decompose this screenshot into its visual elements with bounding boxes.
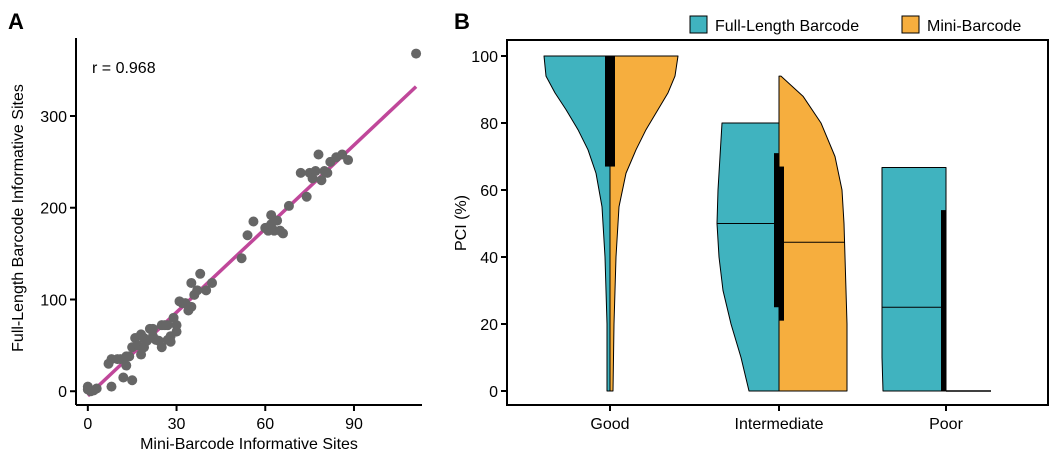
panel-a: A 0 100 200 300 0 30 60 90 r = 0.968 Mini-Barc… [8,9,422,453]
scatter-point [186,301,197,312]
iqr-bar [941,210,946,391]
scatter-point [248,216,259,227]
scatter-point [124,351,135,362]
panel-a-y-label: Full-Length Barcode Informative Sites [10,84,27,352]
x-tick-label: 90 [345,416,363,433]
panel-a-label: A [8,9,24,34]
legend: Full-Length Barcode Mini-Barcode [689,15,1021,35]
y-tick-label: 0 [58,384,67,401]
scatter-point [192,285,203,296]
y-tick-label: 0 [489,384,498,401]
panel-b-y-ticks: 0 20 40 60 80 100 [471,49,507,401]
scatter-point [242,230,253,241]
scatter-point [201,285,212,296]
scatter-point [118,372,129,383]
scatter-point [162,320,173,331]
scatter-point [121,360,132,371]
y-tick-label: 40 [480,250,498,267]
scatter-point [91,383,102,394]
scatter-point [207,277,218,288]
y-tick-label: 100 [40,292,67,309]
scatter-point [127,375,138,386]
scatter-point [147,323,158,334]
iqr-bar [610,56,615,167]
iqr-bar [774,153,779,308]
violin-half [609,55,679,392]
scatter-point [165,336,176,347]
scatter-point [295,167,306,178]
scatter-point [156,342,167,353]
y-tick-label: 60 [480,183,498,200]
scatter-point [310,166,321,177]
panel-b: B 0 20 40 60 80 100 Good Intermediate Poor PCI … [453,9,1049,433]
scatter-point [301,191,312,202]
scatter-point [236,253,247,264]
violin-half [716,122,780,392]
panel-a-x-ticks: 0 30 60 90 [83,405,363,433]
scatter-point [283,200,294,211]
scatter-point [313,149,324,160]
legend-label-full-length: Full-Length Barcode [715,18,859,35]
iqr-bar [605,56,610,167]
scatter-points [82,48,422,397]
x-tick-label: Intermediate [735,416,824,433]
scatter-point [343,155,354,166]
panel-b-frame [506,39,1049,406]
violin-half [881,167,947,392]
scatter-point [106,381,117,392]
scatter-point [278,228,289,239]
panel-b-label: B [454,9,470,34]
y-tick-label: 300 [40,109,67,126]
x-tick-label: Poor [929,416,963,433]
legend-swatch-full-length [689,15,708,34]
scatter-point [186,277,197,288]
scatter-point [411,48,422,59]
y-tick-label: 20 [480,317,498,334]
panel-b-y-label: PCI (%) [453,195,470,251]
y-tick-label: 100 [471,49,498,66]
scatter-point [171,326,182,337]
legend-label-mini: Mini-Barcode [927,18,1021,35]
scatter-point [272,215,283,226]
violin-half [543,55,611,392]
violins [543,55,991,392]
panel-a-y-ticks: 0 100 200 300 [40,109,76,401]
x-tick-label: 0 [83,416,92,433]
x-tick-label: 60 [256,416,274,433]
x-tick-label: 30 [168,416,186,433]
iqr-bar [779,166,784,321]
scatter-point [195,268,206,279]
correlation-annotation: r = 0.968 [92,60,156,77]
violin-half [778,75,848,392]
y-tick-label: 200 [40,201,67,218]
legend-swatch-mini [901,15,920,34]
y-tick-label: 80 [480,116,498,133]
panel-a-x-label: Mini-Barcode Informative Sites [140,436,358,453]
scatter-point [322,167,333,178]
scatter-point [316,175,327,186]
x-tick-label: Good [590,416,629,433]
panel-b-x-ticks: Good Intermediate Poor [590,405,964,433]
